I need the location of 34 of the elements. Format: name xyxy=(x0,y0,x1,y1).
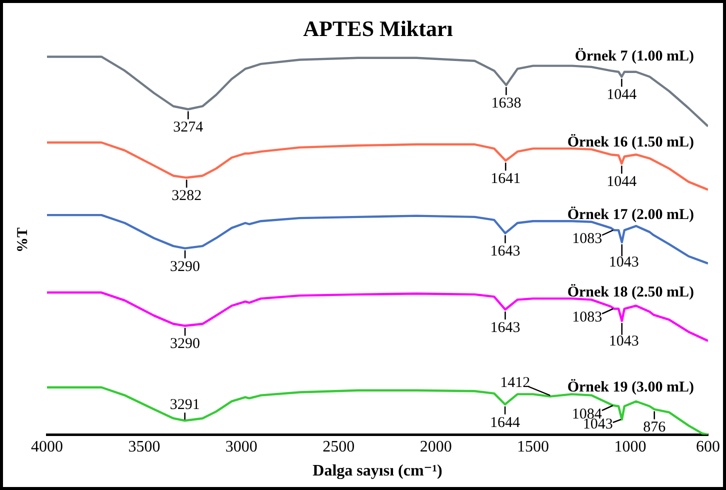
x-tick-label: 3000 xyxy=(225,438,258,456)
annotation: 3290 xyxy=(170,258,200,275)
annotation: 876 xyxy=(643,420,666,436)
annotation: 3282 xyxy=(172,188,202,204)
x-axis-title: Dalga sayısı (cm⁻¹) xyxy=(312,462,442,480)
annotation: 1043 xyxy=(608,333,639,350)
annotation: 3274 xyxy=(173,120,204,136)
x-tick-label: 1500 xyxy=(517,438,550,456)
annotation: 1083 xyxy=(572,310,602,326)
annotation: 1641 xyxy=(490,171,521,188)
annotation: 1043 xyxy=(608,254,639,271)
x-tick-label: 1000 xyxy=(614,438,646,456)
annotation: 1644 xyxy=(490,414,521,431)
x-tick-label: 4000 xyxy=(31,438,63,456)
annotation: 1412 xyxy=(500,374,530,391)
series-label: Örnek 16 (1.50 mL) xyxy=(567,134,694,151)
annotation: 1044 xyxy=(606,174,638,190)
series-label: Örnek 17 (2.00 mL) xyxy=(567,206,694,224)
annotation: 1643 xyxy=(490,320,520,336)
annotation: 1044 xyxy=(606,87,638,104)
x-tick-label: 2500 xyxy=(322,438,355,456)
y-axis-title: %T xyxy=(14,227,31,253)
annotation: 1643 xyxy=(490,244,520,260)
series-label: Örnek 18 (2.50 mL) xyxy=(567,284,694,301)
annotation: 3290 xyxy=(170,336,200,352)
x-tick-label: 2000 xyxy=(420,438,452,456)
series-label: Örnek 7 (1.00 mL) xyxy=(574,48,694,65)
annotation: 3291 xyxy=(170,397,200,414)
series-label: Örnek 19 (3.00 mL) xyxy=(567,378,694,396)
x-tick-label: 600 xyxy=(696,438,720,456)
x-tick-label: 3500 xyxy=(128,438,160,456)
chart-title: APTES Miktarı xyxy=(303,16,453,41)
annotation: 1638 xyxy=(491,96,522,112)
annotation: 1083 xyxy=(572,231,602,248)
